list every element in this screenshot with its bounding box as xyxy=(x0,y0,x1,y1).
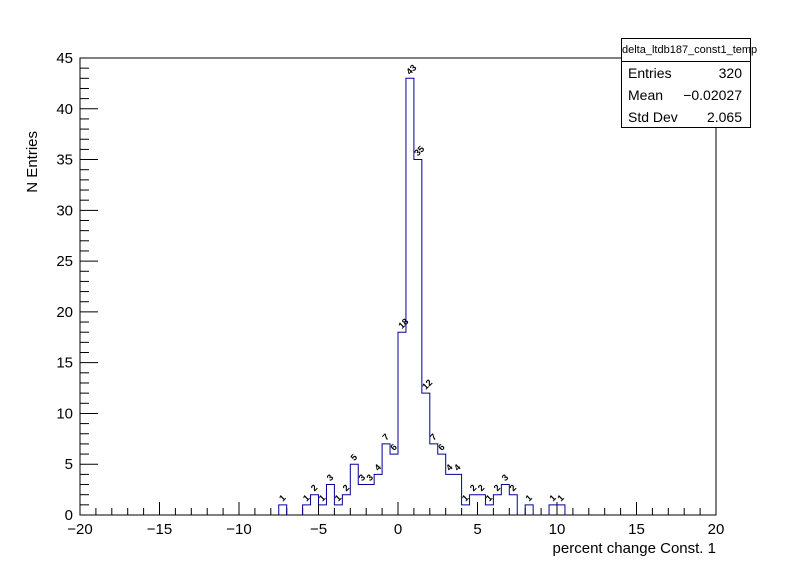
bin-value-label: 1 xyxy=(484,493,495,504)
histogram-bin xyxy=(557,505,565,515)
x-tick-label: 10 xyxy=(549,521,566,538)
y-tick-label: 35 xyxy=(56,152,73,169)
bin-value-label: 1 xyxy=(460,493,471,504)
bin-value-label: 2 xyxy=(468,482,479,493)
stats-row-entries: Entries 320 xyxy=(622,62,750,84)
histogram-bin xyxy=(470,495,478,515)
histogram-bin xyxy=(303,505,311,515)
bin-value-label: 2 xyxy=(492,482,503,493)
histogram-bin xyxy=(319,505,327,515)
bin-value-label: 5 xyxy=(349,452,360,463)
bin-value-label: 2 xyxy=(341,482,352,493)
stats-box-title: delta_ltdb187_const1_temp xyxy=(622,39,757,62)
bin-value-label: 4 xyxy=(452,462,463,473)
x-tick-labels: −20 −15 −10 −5 0 5 10 15 20 xyxy=(67,521,724,538)
histogram-bin xyxy=(342,495,350,515)
bin-value-label: 1 xyxy=(301,493,312,504)
bin-value-label: 4 xyxy=(444,462,455,473)
x-tick-label: 15 xyxy=(628,521,645,538)
bin-value-label: 18 xyxy=(396,316,410,330)
bin-value-label: 1 xyxy=(524,493,535,504)
bin-value-label: 6 xyxy=(388,442,399,453)
x-tick-label: −5 xyxy=(310,521,327,538)
histogram-bin xyxy=(406,78,414,515)
stats-label: Mean xyxy=(628,87,664,103)
histogram-bin xyxy=(493,495,501,515)
stats-row-stddev: Std Dev 2.065 xyxy=(622,106,750,128)
y-tick-label: 40 xyxy=(56,101,73,118)
bin-value-label: 4 xyxy=(372,462,383,473)
bin-value-label: 1 xyxy=(317,493,328,504)
histogram-bin xyxy=(390,454,398,515)
y-tick-label: 15 xyxy=(56,355,73,372)
x-axis-label: percent change Const. 1 xyxy=(553,540,716,557)
histogram-bin xyxy=(334,505,342,515)
y-axis-label: N Entries xyxy=(24,131,41,193)
x-tick-label: −10 xyxy=(226,521,251,538)
histogram-bin xyxy=(374,474,382,515)
y-tick-label: 30 xyxy=(56,202,73,219)
histogram-bin xyxy=(366,485,374,515)
histogram-bin xyxy=(485,505,493,515)
bin-value-label: 3 xyxy=(500,472,511,483)
plot-frame xyxy=(79,57,717,516)
x-tick-label: −15 xyxy=(147,521,172,538)
histogram-bin xyxy=(350,464,358,515)
bin-value-label: 2 xyxy=(508,482,519,493)
bin-value-label: 7 xyxy=(428,432,439,443)
x-tick-label: 20 xyxy=(708,521,725,538)
bin-value-label: 43 xyxy=(404,63,418,77)
histogram-bin xyxy=(430,444,438,515)
bin-value-label: 2 xyxy=(476,482,487,493)
y-tick-labels: 0 5 10 15 20 25 30 35 40 45 xyxy=(56,50,73,524)
histogram-bin xyxy=(382,444,390,515)
histogram-bin xyxy=(462,505,470,515)
bin-value-label: 1 xyxy=(555,493,566,504)
x-tick-label: 0 xyxy=(394,521,402,538)
bin-value-label: 1 xyxy=(333,493,344,504)
x-tick-label: 5 xyxy=(473,521,481,538)
y-tick-label: 0 xyxy=(65,507,73,524)
bin-value-label: 6 xyxy=(436,442,447,453)
y-tick-label: 10 xyxy=(56,405,73,422)
histogram-bin xyxy=(501,485,509,515)
y-tick-label: 5 xyxy=(65,456,73,473)
bin-value-label: 3 xyxy=(325,472,336,483)
bin-value-label: 1 xyxy=(277,493,288,504)
stats-value: 320 xyxy=(718,65,742,81)
stats-label: Entries xyxy=(628,65,672,81)
y-tick-label: 45 xyxy=(56,50,73,67)
bin-value-label: 7 xyxy=(380,432,391,443)
bin-value-label: 1 xyxy=(547,493,558,504)
y-tick-label: 20 xyxy=(56,304,73,321)
histogram-bin xyxy=(422,393,430,515)
y-tick-label: 25 xyxy=(56,253,73,270)
histogram-bin xyxy=(358,485,366,515)
stats-label: Std Dev xyxy=(628,109,678,125)
bin-value-label: 3 xyxy=(365,472,376,483)
x-tick-label: −20 xyxy=(67,521,92,538)
stats-row-mean: Mean −0.02027 xyxy=(622,84,750,106)
histogram-bin xyxy=(509,495,517,515)
axis-ticks xyxy=(79,57,717,516)
bin-value-label: 35 xyxy=(412,144,426,158)
histogram-bin xyxy=(326,485,334,515)
histogram-bin xyxy=(398,332,406,515)
stats-box: delta_ltdb187_const1_temp Entries 320 Me… xyxy=(621,38,757,128)
bin-value-label: 3 xyxy=(357,472,368,483)
histogram-bin xyxy=(279,505,287,515)
bin-value-label: 2 xyxy=(309,482,320,493)
histogram-bin xyxy=(549,505,557,515)
histogram-bin xyxy=(525,505,533,515)
histogram-bin xyxy=(414,160,422,515)
histogram-bin xyxy=(438,454,446,515)
bin-value-label: 12 xyxy=(420,377,434,391)
stats-value: −0.02027 xyxy=(683,87,742,103)
stats-value: 2.065 xyxy=(706,109,742,125)
histogram-bin xyxy=(446,474,454,515)
